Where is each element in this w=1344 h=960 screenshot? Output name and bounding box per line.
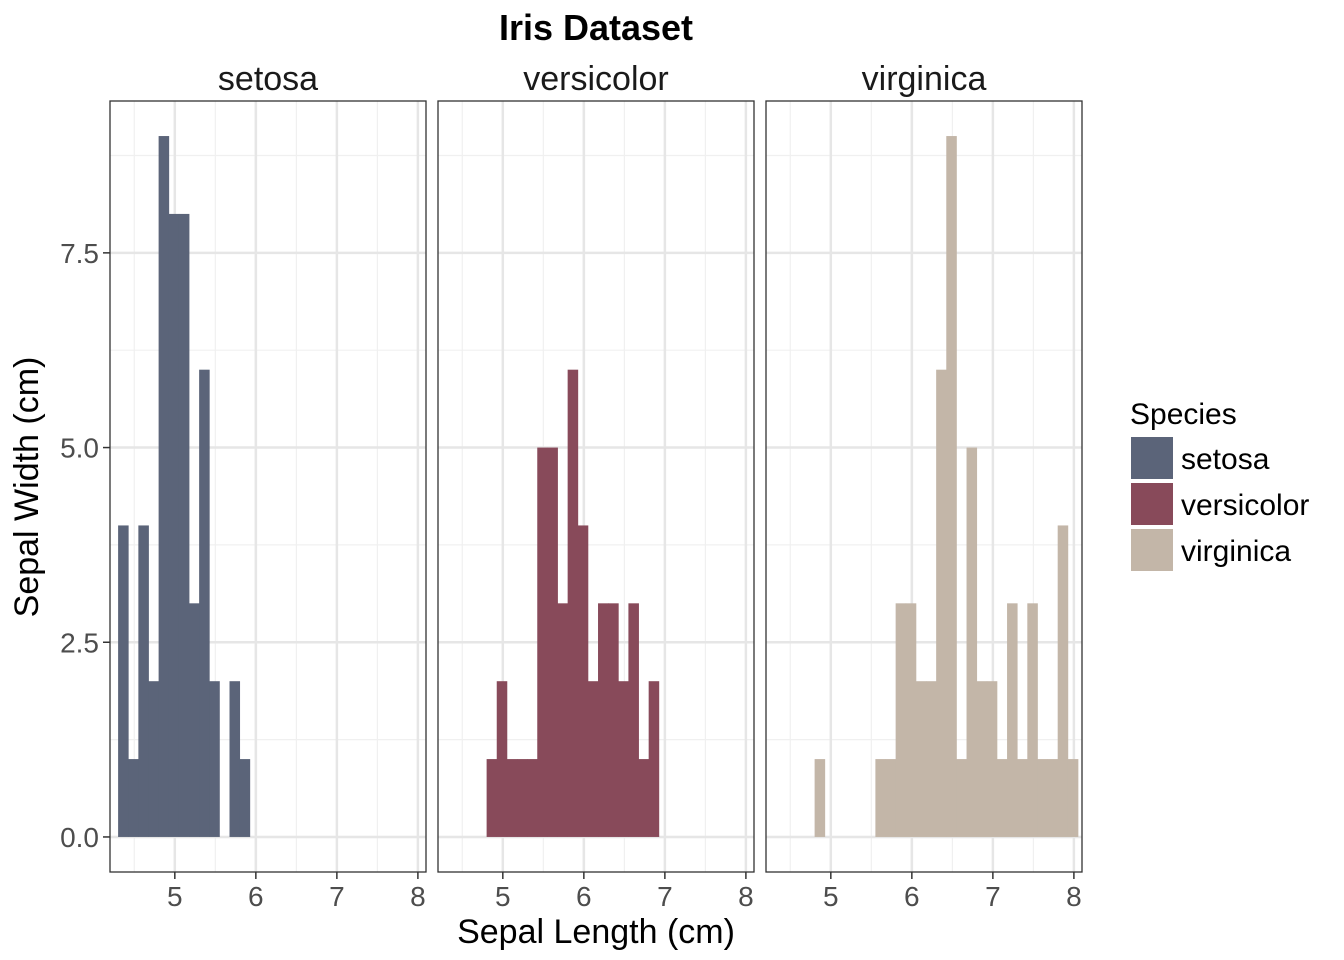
histogram-bar	[996, 759, 1008, 837]
x-tick-label: 6	[904, 881, 920, 912]
facet-label: setosa	[218, 60, 318, 98]
y-axis-title: Sepal Width (cm)	[8, 357, 46, 618]
legend-swatch-setosa	[1131, 437, 1173, 479]
histogram-bar	[527, 759, 538, 837]
legend-swatch-versicolor	[1131, 483, 1173, 525]
histogram-bar	[178, 213, 190, 837]
x-tick-label: 8	[1066, 881, 1082, 912]
histogram-bar	[537, 447, 548, 837]
histogram-bar	[966, 447, 978, 837]
histogram-bar	[618, 681, 629, 837]
histogram-bar	[229, 681, 241, 837]
y-tick-label: 5.0	[60, 433, 99, 464]
histogram-bar	[567, 369, 579, 837]
legend-label-setosa: setosa	[1181, 443, 1270, 476]
histogram-bar	[1047, 759, 1059, 837]
histogram-bar	[638, 759, 650, 837]
histogram-bar	[209, 681, 220, 837]
histogram-bar	[1057, 525, 1069, 837]
histogram-bar	[587, 681, 599, 837]
legend-swatch-virginica	[1131, 529, 1173, 571]
histogram-bar	[936, 369, 947, 837]
histogram-bar	[189, 603, 200, 837]
histogram-bar	[986, 681, 998, 837]
x-tick-label: 8	[410, 881, 426, 912]
histogram-bar	[118, 525, 129, 837]
histogram-bar	[547, 447, 558, 837]
histogram-bar	[486, 759, 498, 837]
x-tick-label: 6	[576, 881, 592, 912]
legend-label-versicolor: versicolor	[1181, 489, 1309, 522]
y-tick-label: 7.5	[60, 238, 99, 269]
histogram-bar	[158, 136, 170, 837]
histogram-bar	[199, 369, 210, 837]
histogram-bar	[926, 681, 937, 837]
histogram-bar	[577, 525, 589, 837]
panel-border	[765, 100, 1083, 873]
histogram-bar	[1017, 759, 1028, 837]
histogram-bar	[239, 759, 251, 837]
x-tick-label: 5	[167, 881, 183, 912]
histogram-bar	[128, 759, 139, 837]
x-tick-label: 7	[985, 881, 1001, 912]
histogram-bar	[976, 681, 988, 837]
facet-panels: setosa 5 6 7 8 versicolor 5 6 7 8 virginica 5 6 7 8 0.0…	[60, 60, 1083, 912]
histogram-bar	[557, 603, 569, 837]
panel-versicolor: versicolor 5 6 7 8	[437, 60, 755, 912]
histogram-bar	[1037, 759, 1048, 837]
histogram-bar	[168, 213, 180, 837]
panel-border	[437, 100, 755, 873]
histogram-bar	[946, 136, 957, 837]
chart-title: Iris Dataset	[499, 7, 693, 48]
histogram-bar	[506, 759, 518, 837]
histogram-bar	[628, 603, 639, 837]
histogram-bar	[1027, 603, 1038, 837]
legend: Species setosa versicolor virginica	[1130, 398, 1309, 571]
x-tick-label: 7	[657, 881, 673, 912]
y-tick-label: 0.0	[60, 822, 99, 853]
histogram-bar	[608, 603, 619, 837]
x-tick-label: 5	[495, 881, 511, 912]
panel-border	[109, 100, 427, 873]
histogram-bar	[1067, 759, 1079, 837]
histogram-bar	[915, 681, 927, 837]
histogram-bar	[885, 759, 897, 837]
histogram-bar	[905, 603, 917, 837]
legend-title: Species	[1130, 398, 1237, 431]
histogram-bar	[517, 759, 528, 837]
panel-virginica: virginica 5 6 7 8	[765, 60, 1083, 912]
histogram-bar	[956, 759, 967, 837]
x-tick-label: 6	[248, 881, 264, 912]
histogram-bar	[148, 681, 160, 837]
y-tick-label: 2.5	[60, 627, 99, 658]
histogram-bar	[895, 603, 907, 837]
histogram-bar	[875, 759, 886, 837]
histogram-bar	[814, 759, 826, 837]
histogram-bar	[648, 681, 660, 837]
x-tick-label: 7	[329, 881, 345, 912]
histogram-bar	[138, 525, 149, 837]
x-axis-title: Sepal Length (cm)	[457, 913, 735, 951]
panel-setosa: setosa 5 6 7 8	[109, 60, 427, 912]
facet-label: virginica	[862, 60, 987, 98]
histogram-bar	[1007, 603, 1018, 837]
x-tick-label: 8	[738, 881, 754, 912]
legend-label-virginica: virginica	[1181, 535, 1291, 568]
histogram-bar	[598, 603, 609, 837]
facet-label: versicolor	[523, 60, 668, 98]
histogram-bar	[496, 681, 508, 837]
x-tick-label: 5	[823, 881, 839, 912]
